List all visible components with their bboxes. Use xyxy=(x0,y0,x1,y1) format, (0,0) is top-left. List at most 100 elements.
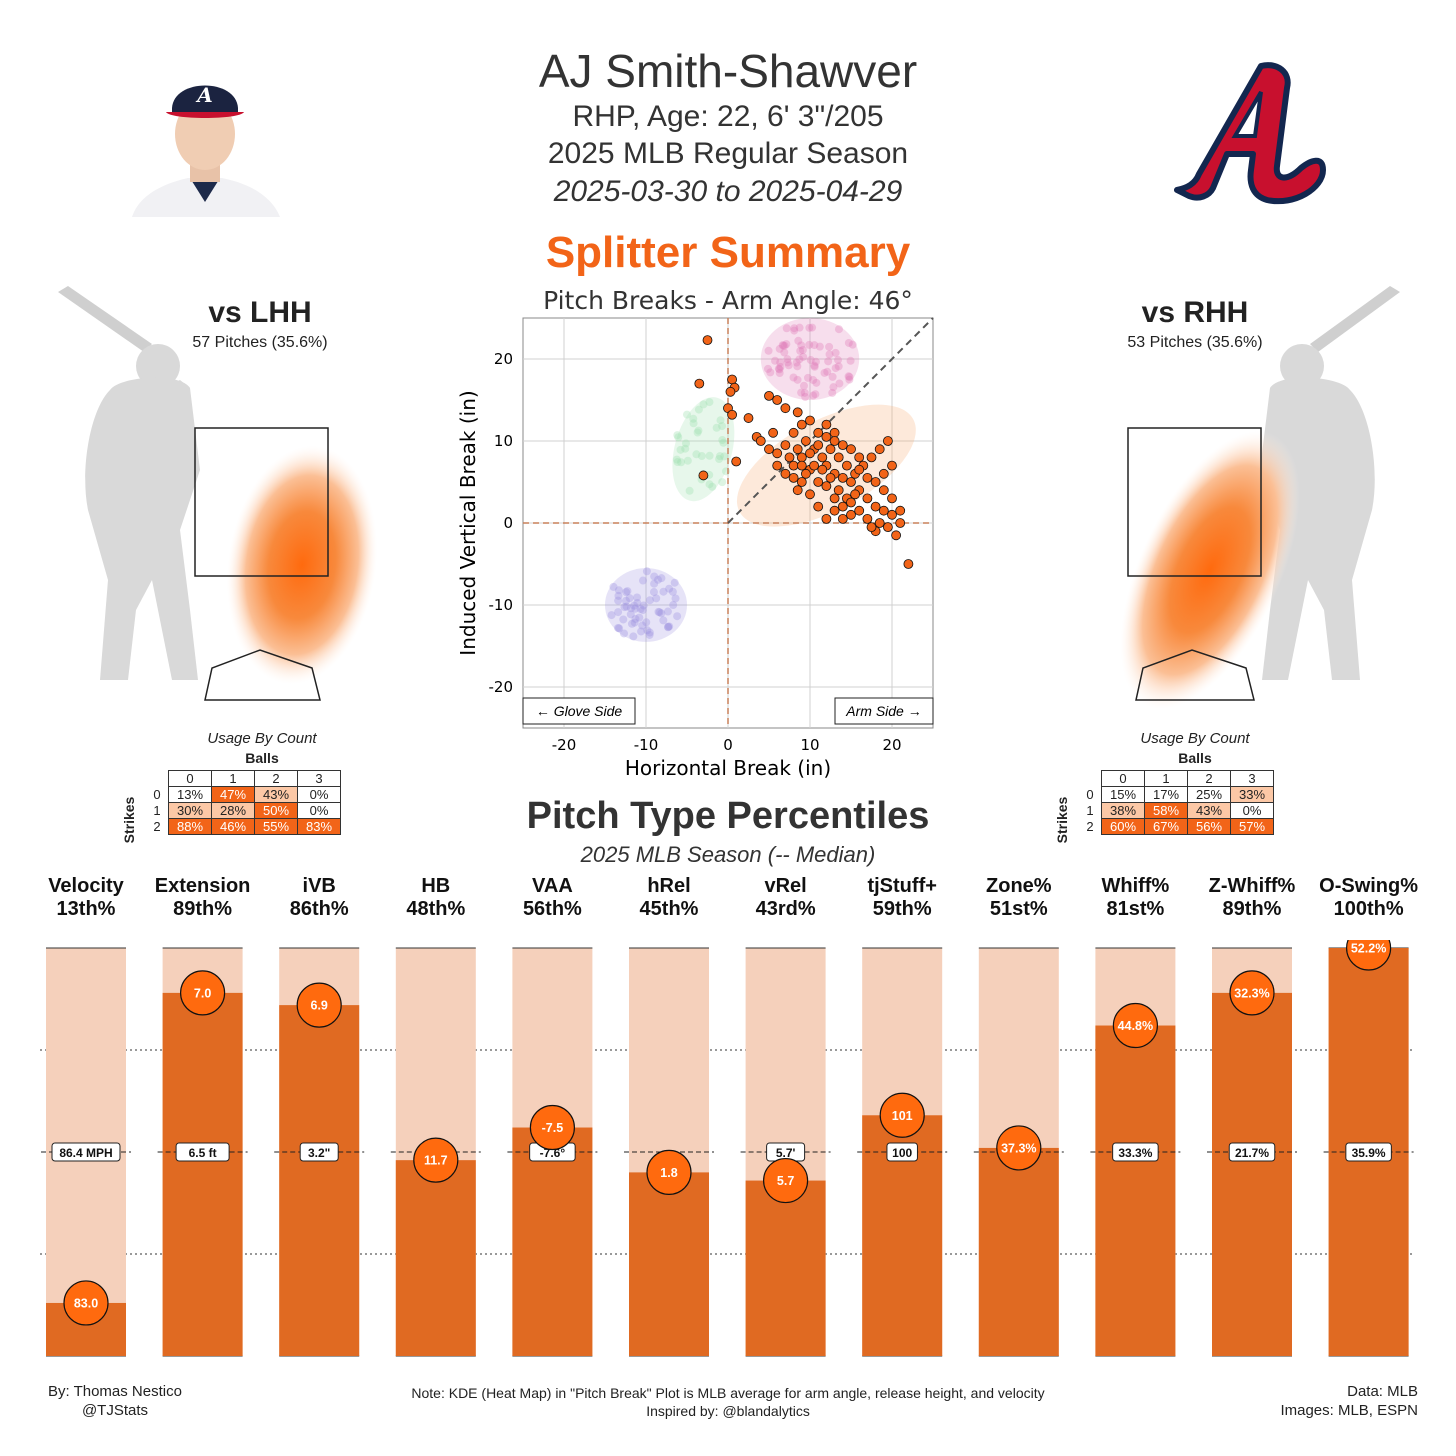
kde-point xyxy=(805,323,814,332)
footer-inspired: Inspired by: @blandalytics xyxy=(646,1403,810,1419)
balls-column-header: 1 xyxy=(211,770,255,787)
rhh-heatmap xyxy=(1120,430,1300,710)
kde-point xyxy=(626,610,635,619)
kde-point xyxy=(825,350,834,359)
splitter-point xyxy=(813,427,824,438)
splitter-point xyxy=(846,509,856,520)
kde-point xyxy=(763,364,772,373)
kde-point xyxy=(657,574,666,583)
player-value-marker xyxy=(646,1149,692,1195)
splitter-point xyxy=(743,413,754,423)
lhh-strikes-label: Strikes xyxy=(121,796,137,844)
metric-label: iVB 86th% xyxy=(264,875,374,921)
metric-percentile: 89th% xyxy=(173,898,233,920)
kde-point xyxy=(795,323,804,332)
metric-label: hRel 45th% xyxy=(614,875,724,921)
splitter-point xyxy=(768,427,779,438)
footer-data-source: Data: MLB xyxy=(1347,1383,1418,1400)
metric-label: VAA 56th% xyxy=(497,875,607,921)
rhh-usage-title: Usage By Count xyxy=(1140,730,1250,747)
splitter-point xyxy=(805,489,815,500)
kde-point xyxy=(766,368,775,377)
metric-name: hRel xyxy=(647,875,691,897)
kde-point xyxy=(792,358,801,367)
splitter-point xyxy=(821,513,832,524)
lhh-usage-table: 0 1 2 3 0 13% 47% 43% 0% 1 30% 28% 50% 0% 2 88% 46% 55% 83… xyxy=(146,770,341,835)
kde-point xyxy=(801,392,810,401)
splitter-point xyxy=(837,440,848,451)
kde-point xyxy=(654,575,663,584)
splitter-point xyxy=(846,497,856,508)
percentile-bar xyxy=(512,1127,593,1356)
x-tick-label: -10 xyxy=(634,736,659,754)
metric-percentile: 100th% xyxy=(1333,898,1404,920)
kde-point xyxy=(790,326,799,335)
kde-point xyxy=(657,609,666,618)
usage-cell: 30% xyxy=(168,802,212,819)
kde-point xyxy=(716,416,725,425)
splitter-point xyxy=(882,436,893,446)
kde-point xyxy=(633,598,642,607)
splitter-point xyxy=(805,415,815,426)
kde-point xyxy=(799,381,808,390)
median-value-label: -7.6° xyxy=(540,1146,566,1160)
splitter-point xyxy=(891,530,902,541)
kde-point xyxy=(631,604,640,613)
kde-point xyxy=(631,614,640,623)
rhh-home-plate xyxy=(1135,649,1255,701)
kde-point xyxy=(834,362,843,371)
splitter-point xyxy=(862,513,873,524)
usage-cell: 15% xyxy=(1101,786,1145,803)
usage-cell: 13% xyxy=(168,786,212,803)
splitter-point xyxy=(813,440,824,451)
kde-point xyxy=(629,632,638,641)
kde-point xyxy=(808,323,817,332)
kde-point xyxy=(659,587,668,596)
y-tick-label: 0 xyxy=(503,514,513,532)
splitter-point xyxy=(788,472,799,483)
metric-percentile: 51st% xyxy=(989,898,1048,920)
usage-cell: 0% xyxy=(1230,802,1274,819)
kde-point xyxy=(775,365,784,374)
y-tick-label: 20 xyxy=(494,350,513,368)
rhh-strikes-label: Strikes xyxy=(1054,796,1070,844)
metric-percentile: 56th% xyxy=(522,898,582,920)
splitter-point xyxy=(846,477,856,487)
balls-column-header: 0 xyxy=(168,770,212,787)
kde-point xyxy=(670,578,679,587)
player-value-marker xyxy=(529,1104,576,1151)
rhh-location-panel xyxy=(1120,286,1400,710)
strikes-row-header: 0 xyxy=(1079,786,1102,803)
kde-point xyxy=(619,629,628,638)
splitter-point xyxy=(825,444,836,455)
splitter-point xyxy=(817,464,828,475)
kde-point xyxy=(637,627,646,636)
player-value-label: 5.7 xyxy=(777,1174,794,1188)
metric-label: Extension 89th% xyxy=(148,875,258,921)
splitter-point xyxy=(821,419,832,430)
splitter-point xyxy=(764,444,774,455)
kde-point xyxy=(683,456,692,465)
pitch-summary-title: Splitter Summary xyxy=(545,228,911,277)
kde-point xyxy=(775,369,784,378)
kde-point xyxy=(820,368,829,377)
kde-point xyxy=(764,346,773,355)
lhh-usage-title: Usage By Count xyxy=(207,730,317,747)
splitter-point xyxy=(702,335,713,346)
kde-point xyxy=(831,364,840,373)
kde-point xyxy=(823,367,832,376)
usage-cell: 46% xyxy=(211,818,255,835)
splitter-point xyxy=(813,477,824,487)
kde-point xyxy=(614,608,623,617)
splitter-point xyxy=(870,501,881,512)
balls-column-header: 0 xyxy=(1101,770,1145,787)
usage-cell: 38% xyxy=(1101,802,1145,819)
median-value-label: 6.5 ft xyxy=(189,1146,217,1160)
kde-point xyxy=(776,362,785,371)
batter-silhouette-left xyxy=(58,286,200,680)
player-value-marker xyxy=(762,1157,809,1204)
metric-label: HB 48th% xyxy=(381,875,491,921)
percentile-bar xyxy=(279,1005,360,1356)
kde-point xyxy=(774,364,783,373)
splitter-point xyxy=(764,391,774,401)
